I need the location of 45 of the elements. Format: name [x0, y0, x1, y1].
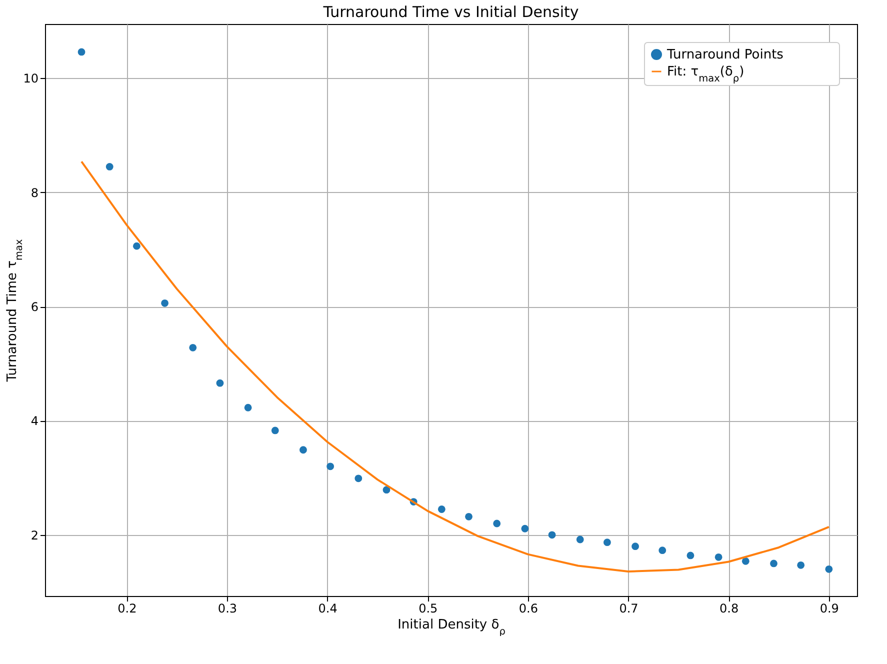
point	[78, 48, 86, 56]
point	[742, 557, 750, 565]
point	[106, 163, 114, 170]
point	[438, 506, 446, 513]
point	[658, 546, 666, 554]
x-tick-label: 0.2	[118, 602, 137, 616]
y-tick-label: 10	[23, 72, 38, 86]
y-tick-label: 6	[30, 300, 38, 314]
x-tick-label: 0.4	[318, 602, 338, 616]
y-tick-label: 8	[30, 186, 38, 200]
point	[244, 404, 252, 412]
x-axis-title: Initial Density δ$_{ρ}$	[398, 618, 506, 637]
point	[354, 474, 362, 482]
point	[632, 542, 639, 550]
x-tick-label: 0.6	[518, 602, 538, 616]
point	[493, 520, 501, 528]
point	[603, 538, 611, 546]
point	[300, 446, 307, 454]
y-tick-label: 4	[30, 414, 38, 428]
x-tick-label: 0.5	[418, 602, 438, 616]
point	[686, 552, 694, 560]
point	[326, 462, 334, 470]
legend-label: Fit: τ$_{max}$(δ$_{ρ}$)	[667, 64, 744, 84]
point	[797, 561, 805, 569]
point	[465, 512, 472, 520]
point	[576, 536, 584, 544]
point	[216, 379, 224, 387]
point	[548, 531, 556, 539]
point	[825, 565, 833, 573]
x-tick-label: 0.7	[619, 602, 638, 616]
chart-title: Turnaround Time vs Initial Density	[322, 3, 579, 21]
point	[770, 560, 778, 568]
y-tick-label: 2	[30, 528, 38, 542]
point	[271, 426, 279, 434]
line-series	[80, 160, 830, 572]
point	[521, 524, 529, 532]
x-tick-label: 0.8	[720, 602, 739, 616]
x-tick-label: 0.3	[218, 602, 238, 616]
point	[714, 553, 722, 561]
point	[382, 486, 390, 494]
point	[132, 242, 140, 250]
legend-label: Turnaround Points	[666, 48, 784, 62]
point	[161, 299, 168, 307]
point	[189, 344, 197, 352]
x-tick-label: 0.9	[820, 602, 839, 616]
